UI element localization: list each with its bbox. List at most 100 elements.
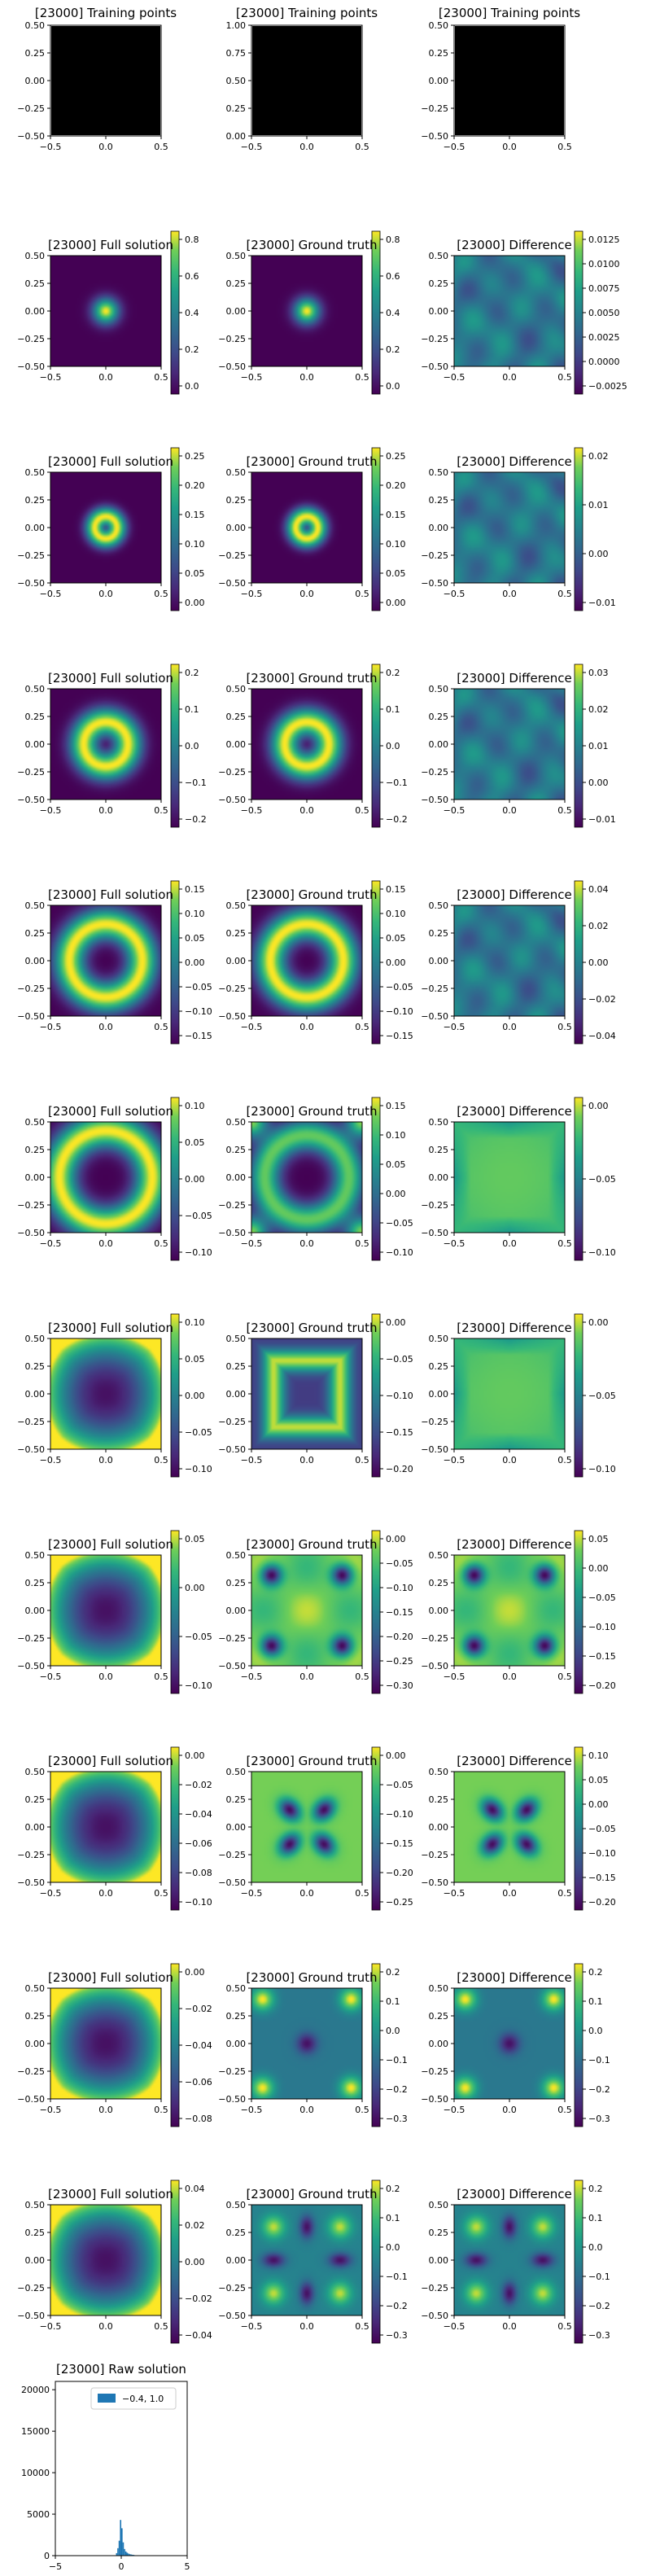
y-tick-label: −0.50 bbox=[17, 795, 45, 805]
colorbar-tick-label: 0.15 bbox=[386, 1101, 406, 1111]
colorbar-tick-label: 0.10 bbox=[185, 1101, 205, 1111]
y-tick-label: 15000 bbox=[21, 2426, 50, 2437]
heatmap-panel-full: −0.5 0.0 0.5 0.50 0.25 0.00 −0.25 −0.50 0.05 0.00… bbox=[17, 1530, 212, 1694]
colorbar-tick-label: −0.1 bbox=[386, 2055, 408, 2066]
histogram-bar bbox=[130, 2554, 132, 2556]
colorbar bbox=[170, 1530, 180, 1694]
colorbar-tick-label: 0.0 bbox=[386, 2026, 400, 2036]
histogram-bar bbox=[118, 2540, 120, 2556]
y-tick-label: −0.50 bbox=[421, 1011, 448, 1022]
y-tick-label: −0.50 bbox=[218, 361, 246, 372]
colorbar bbox=[371, 2180, 381, 2344]
colorbar-tick-label: −0.05 bbox=[386, 1354, 413, 1365]
panel-title: [23000] Training points bbox=[439, 6, 580, 20]
y-tick-label: 0.00 bbox=[429, 76, 449, 86]
y-tick-label: 0.50 bbox=[226, 1983, 247, 1994]
colorbar-tick-label: 0.00 bbox=[185, 1583, 205, 1593]
colorbar-tick-label: 0.20 bbox=[386, 480, 406, 491]
colorbar-tick-label: 0.6 bbox=[185, 271, 199, 282]
colorbar-tick-label: −0.05 bbox=[588, 1174, 616, 1185]
x-tick-label: 0.0 bbox=[299, 1022, 314, 1032]
heatmap-panel-truth: −0.5 0.0 0.5 0.50 0.25 0.00 −0.25 −0.50 0.00 −0.0… bbox=[218, 1746, 413, 1911]
heatmap-panel-full: −0.5 0.0 0.5 0.50 0.25 0.00 −0.25 −0.50 0.04 0.02… bbox=[17, 2180, 212, 2344]
y-tick-label: 0.00 bbox=[429, 2255, 449, 2266]
colorbar-tick-label: 0.2 bbox=[588, 2184, 603, 2194]
colorbar-tick-label: −0.08 bbox=[185, 2114, 212, 2124]
y-tick-label: 0.50 bbox=[25, 1117, 46, 1128]
colorbar-tick-label: 0.20 bbox=[185, 480, 205, 491]
y-tick-label: 0.00 bbox=[25, 2255, 46, 2266]
x-tick-label: 0.5 bbox=[154, 2105, 168, 2115]
colorbar-tick-label: 0.00 bbox=[386, 1189, 406, 1199]
x-tick-label: 0.0 bbox=[299, 2321, 314, 2332]
colorbar-tick-label: −0.10 bbox=[185, 1247, 212, 1258]
y-tick-label: −0.50 bbox=[421, 2094, 448, 2105]
colorbar-tick-label: −0.05 bbox=[185, 1211, 212, 1221]
colorbar-tick-label: 0.00 bbox=[185, 2257, 205, 2267]
colorbar bbox=[371, 1963, 381, 2127]
training-points-fill bbox=[455, 26, 564, 135]
y-tick-label: −0.25 bbox=[421, 1850, 448, 1860]
colorbar-tick-label: 0.4 bbox=[185, 308, 199, 318]
panel-title: [23000] Full solution bbox=[48, 1104, 173, 1119]
x-tick-label: 0.0 bbox=[502, 2105, 517, 2115]
y-tick-label: 0.25 bbox=[429, 1794, 449, 1805]
y-tick-label: 0.25 bbox=[25, 2228, 46, 2238]
colorbar bbox=[170, 1097, 180, 1261]
colorbar-tick-label: 0.0075 bbox=[588, 283, 620, 294]
panel-title: [23000] Full solution bbox=[48, 887, 173, 902]
legend-label: −0.4, 1.0 bbox=[122, 2394, 164, 2404]
heatmap-panel-full: −0.5 0.0 0.5 0.50 0.25 0.00 −0.25 −0.50 0.10 0.05… bbox=[17, 1097, 212, 1261]
y-tick-label: 0.25 bbox=[25, 495, 46, 506]
colorbar-tick-label: 0.6 bbox=[386, 271, 400, 282]
y-tick-label: −0.25 bbox=[218, 1200, 246, 1211]
y-tick-label: 0.00 bbox=[429, 306, 449, 317]
colorbar-tick-label: −0.10 bbox=[588, 1464, 616, 1474]
x-tick-label: 0.5 bbox=[154, 1238, 168, 1249]
y-tick-label: −0.50 bbox=[421, 1661, 448, 1671]
histogram-layer: [23000] Raw solution−5 0 52000015000100005… bbox=[21, 2362, 190, 2572]
colorbar bbox=[574, 1313, 584, 1478]
colorbar bbox=[371, 447, 381, 611]
x-tick-label: 0.0 bbox=[502, 1022, 517, 1032]
histogram-bar bbox=[122, 2542, 125, 2556]
y-tick-label: 0.00 bbox=[429, 956, 449, 966]
colorbar-tick-label: 0.05 bbox=[185, 568, 205, 579]
y-tick-label: 0.25 bbox=[25, 48, 46, 59]
y-tick-label: −0.50 bbox=[17, 1661, 45, 1671]
heatmap-panel-diff: −0.5 0.0 0.5 0.50 0.25 0.00 −0.25 −0.50 0.00 −0.0… bbox=[421, 1313, 616, 1478]
panel-title: [23000] Ground truth bbox=[246, 238, 377, 252]
x-tick-label: −0.5 bbox=[444, 589, 465, 599]
heatmap-image bbox=[50, 1555, 161, 1666]
y-tick-label: 0.00 bbox=[25, 1822, 46, 1833]
heatmap-panel-truth: −0.5 0.0 0.5 0.50 0.25 0.00 −0.25 −0.50 0.2 0.1 0.… bbox=[218, 1963, 408, 2127]
y-tick-label: 0.25 bbox=[429, 2011, 449, 2022]
y-tick-label: 0.00 bbox=[25, 2039, 46, 2049]
x-tick-label: 0.5 bbox=[154, 1671, 168, 1682]
heatmap-panel-diff: −0.5 0.0 0.5 0.50 0.25 0.00 −0.25 −0.50 0.02 0.01… bbox=[421, 447, 616, 611]
x-tick-label: 0.5 bbox=[355, 372, 369, 383]
y-tick-label: 0.25 bbox=[226, 103, 247, 114]
y-tick-label: 0.00 bbox=[25, 306, 46, 317]
colorbar-tick-label: −0.30 bbox=[386, 1680, 413, 1691]
y-tick-label: −0.50 bbox=[17, 1011, 45, 1022]
y-tick-label: 0.00 bbox=[226, 2255, 247, 2266]
panel-title: [23000] Difference bbox=[457, 1321, 572, 1335]
colorbar bbox=[170, 664, 180, 828]
colorbar-tick-label: −0.15 bbox=[588, 1873, 616, 1883]
x-tick-label: 0.5 bbox=[355, 142, 369, 152]
heatmap-image bbox=[454, 2205, 565, 2315]
y-tick-label: 0.50 bbox=[25, 251, 46, 261]
y-tick-label: 0.00 bbox=[25, 956, 46, 966]
heatmap-image bbox=[454, 472, 565, 583]
x-tick-label: −0.5 bbox=[241, 1455, 263, 1465]
colorbar bbox=[170, 1746, 180, 1911]
x-tick-label: 0.0 bbox=[98, 1455, 113, 1465]
panel-title: [23000] Difference bbox=[457, 1754, 572, 1768]
y-tick-label: −0.50 bbox=[218, 1661, 246, 1671]
colorbar-tick-label: 0.10 bbox=[386, 539, 406, 550]
y-tick-label: −0.50 bbox=[421, 795, 448, 805]
colorbar-tick-label: −0.04 bbox=[588, 1031, 616, 1041]
y-tick-label: −0.50 bbox=[421, 578, 448, 589]
y-tick-label: −0.50 bbox=[421, 131, 448, 142]
